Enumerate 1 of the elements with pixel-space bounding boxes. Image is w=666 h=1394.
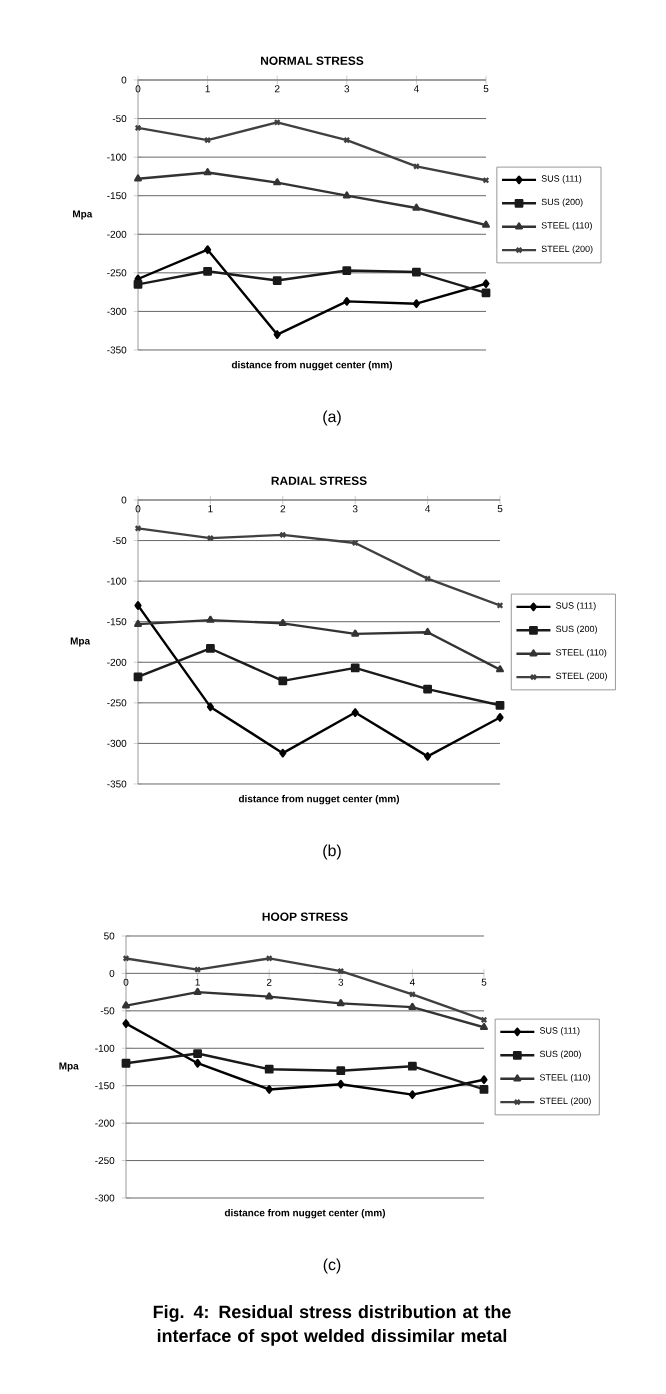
caption: Fig. 4: Residual stress distribution at the interface of spot welded dissimilar metal — [153, 1305, 511, 1346]
